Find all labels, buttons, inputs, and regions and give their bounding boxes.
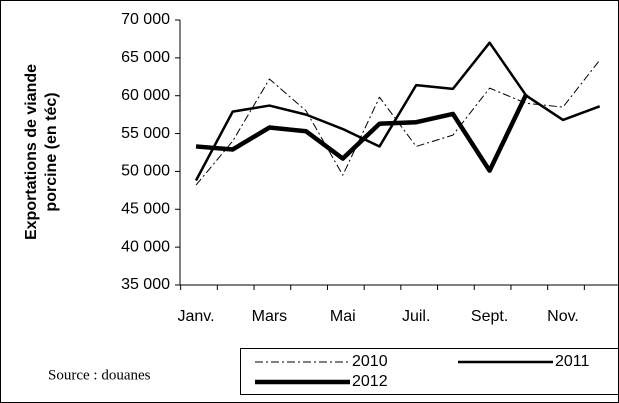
y-tick-label: 70 000: [121, 11, 170, 28]
source: Source : douanes: [48, 367, 151, 383]
y-axis-title-line: porcine (en téc): [43, 92, 60, 211]
legend-label: 2011: [555, 353, 590, 370]
y-tick-label: 60 000: [121, 87, 170, 104]
y-tick-label: 55 000: [121, 125, 170, 142]
y-axis-title: Exportations de viande porcine (en téc): [23, 64, 60, 240]
legend-label: 2010: [352, 353, 388, 370]
x-tick-label: Nov.: [547, 308, 579, 325]
y-tick-label: 45 000: [121, 201, 170, 218]
x-tick-label: Sept.: [471, 308, 508, 325]
y-tick-label: 50 000: [121, 163, 170, 180]
y-axis-title-line: Exportations de viande: [23, 64, 40, 240]
series-line: [195, 93, 529, 173]
series-line: [194, 41, 601, 182]
y-tick-label: 65 000: [121, 49, 170, 66]
x-tick-label: Janv.: [177, 308, 214, 325]
y-tick-label: 35 000: [121, 276, 170, 293]
x-tick-label: Juil.: [402, 308, 430, 325]
y-tick-label: 40 000: [121, 238, 170, 255]
legend-label: 2012: [352, 373, 388, 390]
x-tick-label: Mai: [330, 308, 356, 325]
x-tick-label: Mars: [252, 308, 288, 325]
